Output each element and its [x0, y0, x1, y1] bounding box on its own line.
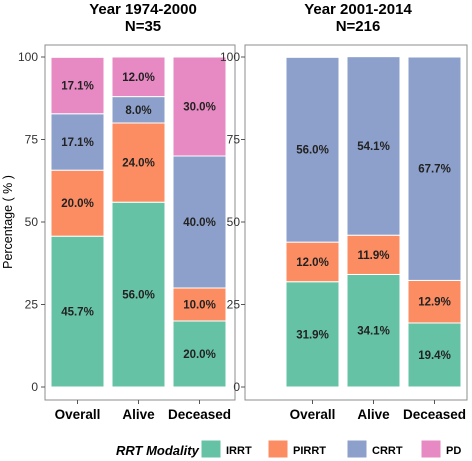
- data-label: 45.7%: [61, 307, 94, 319]
- data-label: 20.0%: [61, 198, 94, 210]
- legend-label-pd: PD: [446, 445, 461, 457]
- chart-legend: RRT Modality IRRT PIRRT CRRT PD: [116, 439, 461, 459]
- data-label: 34.1%: [357, 326, 390, 338]
- data-label: 12.0%: [296, 257, 329, 269]
- legend-label-irrt: IRRT: [226, 445, 252, 457]
- bar-segment-pd: [111, 56, 166, 98]
- data-label: 11.9%: [358, 250, 390, 262]
- bar-segment-irrt: [172, 320, 227, 388]
- data-label: 17.1%: [61, 137, 94, 149]
- data-label: 12.9%: [418, 297, 451, 309]
- bar-segment-irrt: [346, 273, 401, 388]
- y-tick-label: 75: [25, 133, 39, 147]
- bar-segment-irrt: [407, 322, 462, 388]
- y-tick-label: 25: [227, 298, 241, 312]
- y-tick-label: 75: [227, 133, 241, 147]
- data-label: 31.9%: [296, 329, 329, 341]
- y-tick-label: 25: [25, 298, 39, 312]
- bar-segment-pirrt: [346, 234, 401, 275]
- data-label: 30.0%: [183, 102, 216, 114]
- data-label: 12.0%: [122, 72, 155, 84]
- data-label: 56.0%: [296, 145, 329, 157]
- y-tick-label: 0: [31, 380, 38, 394]
- panel-title: Year 2001-2014: [304, 1, 412, 18]
- bar-segment-pd: [172, 56, 227, 157]
- data-label: 10.0%: [183, 300, 216, 312]
- data-label: 56.0%: [122, 290, 155, 302]
- bar-segment-pirrt: [285, 241, 340, 283]
- legend-swatch-pd: [420, 439, 442, 459]
- bar-segment-irrt: [50, 235, 105, 388]
- bar-segment-crrt: [111, 96, 166, 124]
- data-label: 19.4%: [418, 350, 451, 362]
- bar-segment-pirrt: [172, 287, 227, 322]
- bar-segment-pirrt: [111, 122, 166, 203]
- y-tick-label: 50: [227, 215, 241, 229]
- bar-segment-crrt: [346, 56, 401, 236]
- y-tick-label: 100: [18, 50, 38, 64]
- panel-title: Year 1974-2000: [89, 1, 197, 18]
- panel-subtitle: N=35: [125, 18, 161, 35]
- data-label: 24.0%: [122, 158, 155, 170]
- legend-label-pirrt: PIRRT: [293, 445, 326, 457]
- legend-title: RRT Modality: [116, 443, 200, 458]
- data-label: 67.7%: [418, 164, 451, 176]
- x-tick-label: Deceased: [403, 407, 466, 422]
- x-tick-label: Overall: [290, 407, 336, 422]
- x-tick-label: Overall: [55, 407, 101, 422]
- data-label: 40.0%: [183, 217, 216, 229]
- legend-swatch-irrt: [200, 439, 222, 459]
- y-tick-label: 50: [25, 215, 39, 229]
- bar-segment-crrt: [172, 155, 227, 289]
- bar-segment-irrt: [285, 281, 340, 388]
- data-label: 17.1%: [61, 81, 94, 93]
- data-label: 20.0%: [183, 349, 216, 361]
- legend-swatch-crrt: [346, 439, 368, 459]
- x-tick-label: Alive: [122, 407, 155, 422]
- x-tick-label: Deceased: [168, 407, 231, 422]
- y-tick-label: 100: [220, 50, 240, 64]
- bar-segment-crrt: [407, 56, 462, 281]
- bar-segment-pirrt: [407, 279, 462, 324]
- bar-segment-pd: [50, 56, 105, 115]
- bar-segment-irrt: [111, 201, 166, 388]
- legend-label-crrt: CRRT: [372, 445, 403, 457]
- data-label: 54.1%: [357, 141, 390, 153]
- y-tick-label: 0: [233, 380, 240, 394]
- legend-swatch-pirrt: [267, 439, 289, 459]
- x-tick-label: Alive: [357, 407, 390, 422]
- data-label: 8.0%: [125, 105, 151, 117]
- y-axis-label: Percentage ( % ): [1, 175, 15, 269]
- bar-segment-crrt: [285, 56, 340, 243]
- panel-subtitle: N=216: [336, 18, 381, 35]
